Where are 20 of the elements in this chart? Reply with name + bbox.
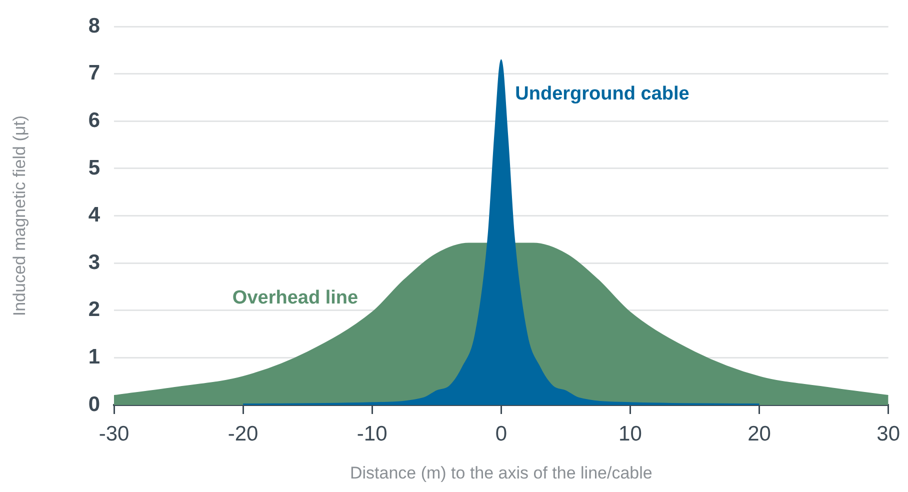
y-tick-label: 2 [88, 298, 100, 322]
x-tick-label: 0 [495, 422, 508, 446]
y-tick-label: 3 [88, 250, 100, 274]
x-tick-label: 10 [618, 422, 642, 446]
y-tick-label: 6 [88, 108, 100, 132]
y-tick-label: 0 [88, 392, 100, 416]
y-axis-title: Induced magnetic field (μt) [10, 115, 29, 316]
series-label: Underground cable [515, 83, 690, 104]
x-tick-label: -30 [98, 422, 130, 446]
y-tick-label: 8 [88, 14, 100, 38]
series-label: Overhead line [232, 287, 358, 308]
y-tick-label: 5 [88, 156, 100, 180]
x-tick-label: -20 [228, 422, 258, 446]
x-tick-label: 20 [748, 422, 771, 446]
x-tick-label: -10 [356, 422, 388, 446]
y-tick-label: 1 [88, 345, 100, 368]
x-tick-label: 30 [876, 422, 900, 446]
x-axis-title: Distance (m) to the axis of the line/cable [350, 463, 652, 482]
y-tick-label: 4 [88, 204, 100, 227]
y-tick-label: 7 [88, 62, 100, 85]
